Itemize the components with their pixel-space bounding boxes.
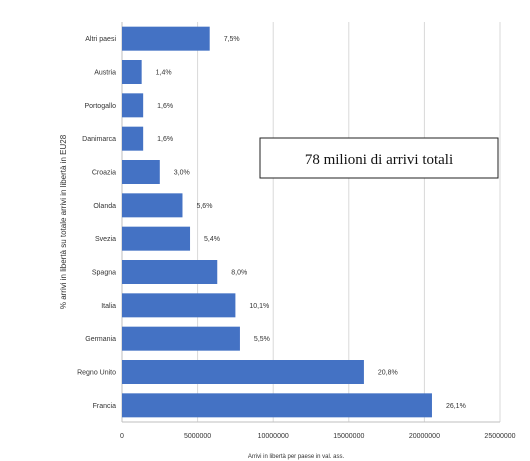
category-label: Italia [101, 303, 116, 310]
category-label: Danimarca [82, 136, 116, 143]
data-label: 10,1% [249, 303, 269, 310]
bar [122, 226, 191, 251]
x-tick-label: 10000000 [258, 433, 289, 440]
category-label: Spagna [92, 270, 116, 277]
annotation-box: 78 milioni di arrivi totali [259, 137, 499, 179]
data-label: 5,6% [196, 203, 212, 210]
category-label: Altri paesi [85, 36, 116, 43]
data-label: 1,4% [156, 70, 172, 77]
data-label: 26,1% [446, 403, 466, 410]
bar [122, 60, 142, 84]
category-label: Francia [93, 403, 116, 410]
data-label: 1,6% [157, 103, 173, 110]
bar [122, 126, 144, 151]
bar [122, 193, 183, 218]
annotation-text: 78 milioni di arrivi totali [305, 152, 453, 168]
x-tick-label: 5000000 [184, 433, 211, 440]
x-tick-label: 20000000 [409, 433, 440, 440]
grid-layer [121, 22, 501, 423]
category-label: Regno Unito [77, 370, 116, 377]
bars-layer [122, 26, 432, 418]
data-label: 5,4% [204, 236, 220, 243]
ticks-layer: 0 5000000 10000000 15000000 20000000 25000000 [120, 433, 516, 440]
bar [122, 93, 144, 118]
category-label: Portogallo [84, 103, 116, 110]
x-tick-label: 25000000 [484, 433, 515, 440]
data-label: 20,8% [378, 370, 398, 377]
x-tick-label: 0 [120, 433, 124, 440]
data-label: 5,5% [254, 336, 270, 343]
data-label: 8,0% [231, 270, 247, 277]
y-axis-label: % arrivi in libertà su totale arrivi in … [59, 134, 68, 309]
bar [122, 360, 364, 384]
bar [122, 293, 236, 318]
bar [122, 26, 210, 51]
bar [122, 393, 432, 418]
bar [122, 326, 240, 351]
bar [122, 260, 218, 284]
x-tick-label: 15000000 [333, 433, 364, 440]
category-label: Germania [85, 336, 116, 343]
data-label: 3,0% [174, 170, 190, 177]
labels-layer: Francia 26,1% Regno Unito 20,8% Germania 5,5%… [77, 36, 466, 410]
bar [122, 160, 160, 184]
data-label: 1,6% [157, 136, 173, 143]
category-label: Croazia [92, 170, 116, 177]
x-axis-label: Arrivi in libertà per paese in val. ass. [248, 454, 345, 460]
category-label: Olanda [93, 203, 116, 210]
category-label: Austria [94, 70, 116, 77]
category-label: Svezia [95, 236, 116, 243]
annotation-frame [259, 137, 499, 179]
data-label: 7,5% [224, 36, 240, 43]
